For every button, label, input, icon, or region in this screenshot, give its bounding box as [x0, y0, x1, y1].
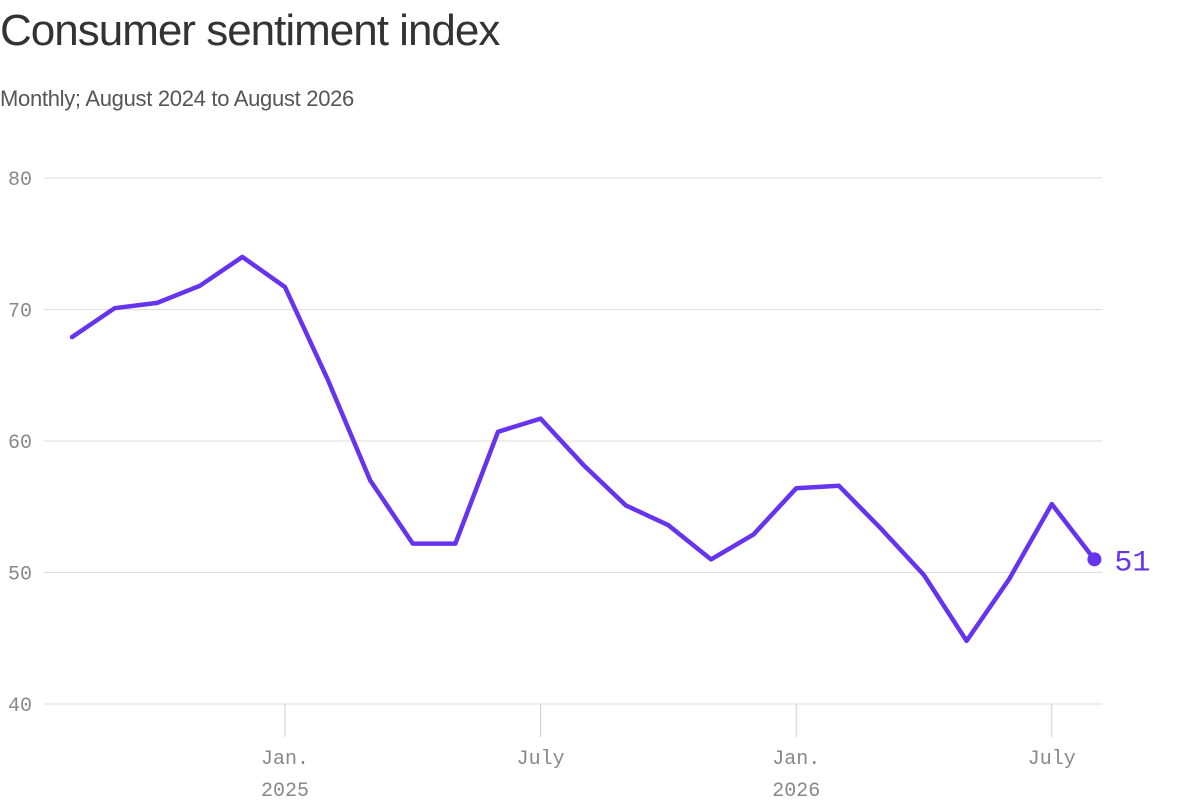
x-tick-label: Jan.	[261, 748, 309, 771]
end-value-label: 51	[1114, 546, 1150, 580]
series-line-0	[69, 254, 1097, 644]
y-tick-label-70: 70	[8, 301, 32, 324]
y-tick-label-60: 60	[8, 432, 32, 455]
x-tick-year-label: 2026	[772, 780, 820, 803]
labels-layer: 51	[1114, 546, 1150, 580]
x-axis: Jan. 2025 July Jan. 2026 July	[261, 704, 1076, 803]
y-tick-label-40: 40	[8, 695, 32, 718]
y-tick-label-50: 50	[8, 564, 32, 587]
chart-subtitle: Monthly; August 2024 to August 2026	[0, 86, 354, 111]
x-tick-label: Jan.	[772, 748, 820, 771]
series-layer	[69, 254, 1102, 644]
chart-title: Consumer sentiment index	[0, 6, 500, 55]
series-end-point	[1087, 552, 1102, 567]
y-tick-label-80: 80	[8, 169, 32, 192]
x-tick-year-label: 2025	[261, 780, 309, 803]
x-tick-label: July	[517, 748, 565, 771]
x-tick-label: July	[1028, 748, 1076, 771]
gridlines: 40 50 60 70 80	[8, 169, 1102, 718]
